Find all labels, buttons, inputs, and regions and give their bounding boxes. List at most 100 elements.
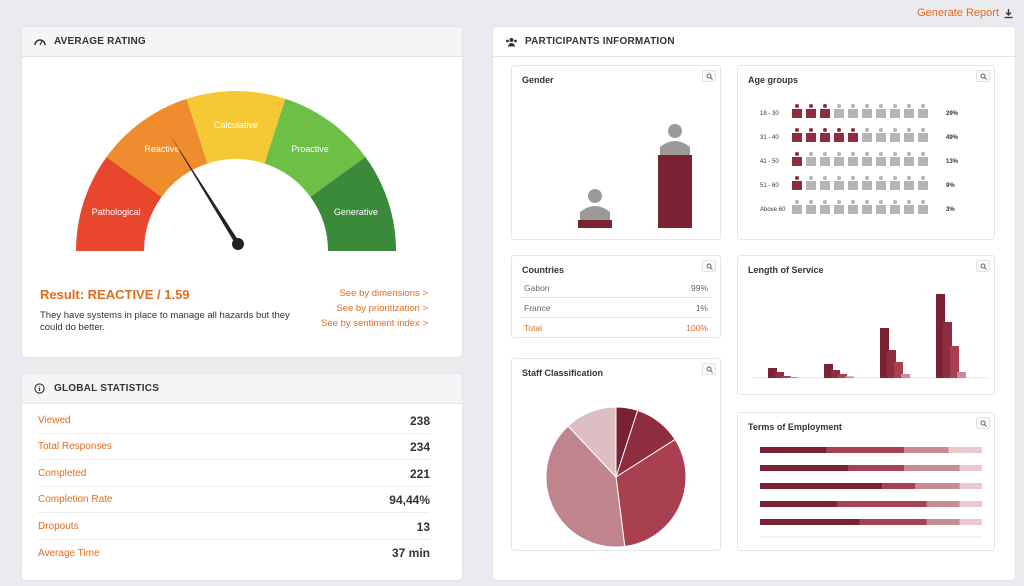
see-by-prioritization-link[interactable]: See by prioritization > [336, 303, 428, 314]
zoom-button[interactable] [702, 260, 716, 272]
age-panel: Age groups 18 - 30 29% 31 - 40 49% 41 - 50 13… [737, 65, 995, 240]
terms-bar-segment [760, 447, 827, 453]
terms-bar-segment [848, 465, 905, 471]
pie-slice [567, 406, 617, 479]
terms-bar-segment [915, 483, 960, 489]
age-label: 51 - 60 [760, 183, 779, 189]
age-person-icon [890, 133, 900, 142]
age-label: Above 60 [760, 207, 786, 213]
see-by-sentiment-link[interactable]: See by sentiment index > [321, 318, 428, 329]
age-person-icon [806, 157, 816, 166]
age-value: 29% [946, 111, 959, 117]
age-person-icon [893, 128, 897, 132]
countries-panel: Countries Gabon 99% France 1% Total 100% [511, 255, 721, 338]
age-person-icon [837, 104, 841, 108]
age-person-icon [904, 157, 914, 166]
terms-bar-segment [959, 465, 982, 471]
participants-header: PARTICIPANTS INFORMATION [493, 27, 1015, 57]
zoom-button[interactable] [702, 363, 716, 375]
person-head [668, 124, 682, 138]
stat-value: 234 [409, 439, 430, 454]
age-person-icon [876, 157, 886, 166]
zoom-button[interactable] [702, 70, 716, 82]
global-statistics-header: GLOBAL STATISTICS [22, 374, 462, 404]
age-person-icon [918, 109, 928, 118]
gender-panel: Gender [511, 65, 721, 240]
service-bar [887, 350, 896, 378]
stat-label: Dropouts [38, 521, 79, 532]
age-person-icon [795, 128, 799, 132]
gauge-needle-hub [232, 238, 244, 250]
countries-title: Countries [522, 265, 565, 275]
download-icon [1004, 8, 1013, 18]
service-chart [752, 294, 988, 379]
zoom-icon [706, 263, 713, 270]
terms-bar-segment [904, 465, 960, 471]
generate-report-button[interactable]: Generate Report [917, 7, 1014, 19]
terms-bar-segment [760, 501, 838, 507]
gauge-needle [170, 135, 240, 245]
stat-label: Total Responses [38, 441, 112, 452]
zoom-button[interactable] [976, 70, 990, 82]
stat-row-total-responses: Total Responses 234 [38, 434, 430, 460]
age-value: 49% [946, 135, 959, 141]
zoom-icon [980, 263, 987, 270]
age-person-icon [809, 104, 813, 108]
stat-row-completion-rate: Completion Rate 94,44% [38, 487, 430, 513]
pie-slice [545, 425, 626, 548]
age-person-icon [834, 109, 844, 118]
age-person-icon [848, 109, 858, 118]
participants-card: PARTICIPANTS INFORMATION Gender Countrie… [493, 27, 1015, 580]
gender-bar [578, 220, 612, 228]
age-value: 9% [946, 183, 955, 189]
age-person-icon [837, 176, 841, 180]
terms-bar-segment [760, 483, 883, 489]
age-label: 18 - 30 [760, 111, 779, 117]
country-value: 1% [695, 302, 708, 313]
age-person-icon [893, 200, 897, 204]
age-person-icon [820, 157, 830, 166]
staff-chart [545, 406, 687, 548]
terms-bar-segment [948, 447, 982, 453]
gauge-label: Pathological [92, 207, 141, 217]
age-person-icon [879, 104, 883, 108]
service-bar [838, 374, 847, 378]
age-person-icon [806, 181, 816, 190]
terms-bar-segment [904, 447, 949, 453]
see-by-dimensions-link[interactable]: See by dimensions > [339, 288, 428, 299]
zoom-button[interactable] [976, 417, 990, 429]
age-person-icon [792, 133, 802, 142]
stat-value: 238 [409, 413, 430, 428]
stat-row-completed: Completed 221 [38, 461, 430, 487]
country-row: France 1% [520, 298, 712, 318]
age-person-icon [823, 152, 827, 156]
age-person-icon [837, 200, 841, 204]
dimension-links: See by dimensions > See by prioritizatio… [321, 286, 428, 331]
terms-bar-segment [760, 519, 860, 525]
age-person-icon [823, 104, 827, 108]
service-bar [894, 362, 903, 378]
age-person-icon [848, 133, 858, 142]
person-body [580, 206, 610, 220]
age-person-icon [851, 104, 855, 108]
age-person-icon [809, 200, 813, 204]
age-person-icon [907, 104, 911, 108]
age-person-icon [851, 152, 855, 156]
service-title: Length of Service [748, 265, 824, 275]
age-person-icon [865, 176, 869, 180]
age-person-icon [809, 176, 813, 180]
gauge-label: Proactive [291, 144, 329, 154]
person-head [588, 189, 602, 203]
countries-table: Gabon 99% France 1% Total 100% [520, 278, 712, 338]
country-name: France [524, 302, 551, 313]
service-bar [936, 294, 945, 378]
staff-panel: Staff Classification [511, 358, 721, 551]
gauge-icon [34, 36, 48, 48]
zoom-button[interactable] [976, 260, 990, 272]
gender-chart [578, 124, 692, 228]
age-person-icon [837, 152, 841, 156]
gauge-label: Reactive [144, 144, 179, 154]
age-person-icon [792, 109, 802, 118]
age-person-icon [865, 104, 869, 108]
age-person-icon [865, 152, 869, 156]
